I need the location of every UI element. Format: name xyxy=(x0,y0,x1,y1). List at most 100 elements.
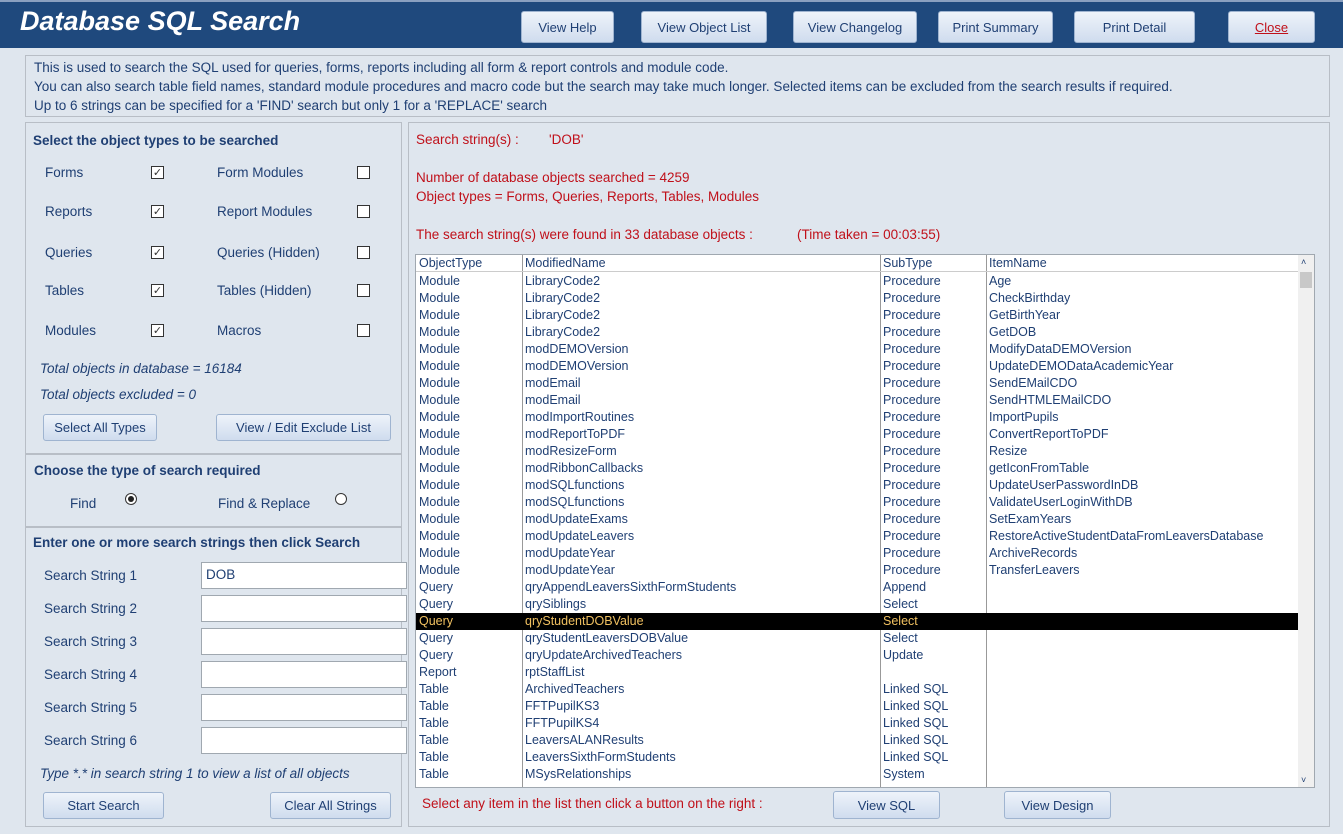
table-cell: modResizeForm xyxy=(525,444,617,458)
search-string-5-input[interactable] xyxy=(201,694,407,721)
table-cell: Procedure xyxy=(883,444,941,458)
object-types-panel: Select the object types to be searched F… xyxy=(25,122,402,454)
column-header[interactable]: SubType xyxy=(883,256,933,270)
table-row[interactable]: Module modUpdateYear Procedure TransferLeav… xyxy=(416,562,1299,579)
table-row[interactable]: Module modSQLfunctions Procedure UpdateUser… xyxy=(416,477,1299,494)
table-cell: TransferLeavers xyxy=(989,563,1080,577)
table-row[interactable]: Module modResizeForm Procedure Resize xyxy=(416,443,1299,460)
start-search-button[interactable]: Start Search xyxy=(43,792,164,819)
table-row[interactable]: Module modRibbonCallbacks Procedure getIcon… xyxy=(416,460,1299,477)
table-cell: Procedure xyxy=(883,495,941,509)
table-row[interactable]: Module modUpdateExams Procedure SetExamYear… xyxy=(416,511,1299,528)
table-cell: Table xyxy=(419,682,449,696)
table-row[interactable]: Module modDEMOVersion Procedure ModifyDataD… xyxy=(416,341,1299,358)
table-row[interactable]: Report rptStaffList xyxy=(416,664,1299,681)
table-row[interactable]: Query qrySiblings Select xyxy=(416,596,1299,613)
table-cell: qryStudentDOBValue xyxy=(525,614,644,628)
column-header[interactable]: ModifiedName xyxy=(525,256,606,270)
type-label: Tables (Hidden) xyxy=(217,283,312,298)
table-cell: getIconFromTable xyxy=(989,461,1090,475)
objects-searched: Number of database objects searched = 42… xyxy=(416,170,690,185)
table-cell: Query xyxy=(419,614,454,628)
type-label: Report Modules xyxy=(217,204,313,219)
table-row[interactable]: Module LibraryCode2 Procedure Age xyxy=(416,273,1299,290)
type-checkbox[interactable] xyxy=(357,284,370,297)
clear-strings-button[interactable]: Clear All Strings xyxy=(270,792,391,819)
search-string-3-input[interactable] xyxy=(201,628,407,655)
view-object-list-button[interactable]: View Object List xyxy=(641,11,767,43)
table-row[interactable]: Module modSQLfunctions Procedure ValidateUs… xyxy=(416,494,1299,511)
results-list[interactable]: ObjectType ModifiedName SubType ItemName… xyxy=(415,254,1315,788)
table-row[interactable]: Query qryAppendLeaversSixthFormStudents Ap… xyxy=(416,579,1299,596)
type-checkbox[interactable] xyxy=(357,205,370,218)
type-checkbox[interactable] xyxy=(357,246,370,259)
table-cell: Table xyxy=(419,767,449,781)
search-string-label: Search string(s) : xyxy=(416,132,519,147)
scroll-down-icon[interactable]: ˅ xyxy=(1301,775,1307,785)
close-button[interactable]: Close xyxy=(1228,11,1315,43)
find-replace-radio[interactable] xyxy=(335,493,347,505)
type-label: Reports xyxy=(45,204,93,219)
view-changelog-button[interactable]: View Changelog xyxy=(793,11,917,43)
type-checkbox[interactable]: ✓ xyxy=(151,205,164,218)
type-checkbox[interactable]: ✓ xyxy=(151,284,164,297)
table-cell: Procedure xyxy=(883,308,941,322)
search-string-1-input[interactable]: DOB xyxy=(201,562,407,589)
table-row[interactable]: Module LibraryCode2 Procedure CheckBirthday xyxy=(416,290,1299,307)
table-row[interactable]: Module modEmail Procedure SendEMailCDO xyxy=(416,375,1299,392)
print-detail-button[interactable]: Print Detail xyxy=(1074,11,1195,43)
table-cell: modUpdateExams xyxy=(525,512,628,526)
table-row[interactable]: Table FFTPupilKS4 Linked SQL xyxy=(416,715,1299,732)
type-label: Queries xyxy=(45,245,93,260)
search-string-2-input[interactable] xyxy=(201,595,407,622)
scroll-thumb[interactable] xyxy=(1300,272,1312,288)
column-header[interactable]: ObjectType xyxy=(419,256,483,270)
table-row[interactable]: Module modUpdateLeavers Procedure RestoreAc… xyxy=(416,528,1299,545)
view-design-button[interactable]: View Design xyxy=(1004,791,1111,819)
type-checkbox[interactable]: ✓ xyxy=(151,166,164,179)
table-cell: ValidateUserLoginWithDB xyxy=(989,495,1133,509)
table-cell: ArchivedTeachers xyxy=(525,682,625,696)
table-row[interactable]: Query qryUpdateArchivedTeachers Update xyxy=(416,647,1299,664)
table-row[interactable]: Module modUpdateYear Procedure ArchiveRecor… xyxy=(416,545,1299,562)
table-row[interactable]: Module LibraryCode2 Procedure GetDOB xyxy=(416,324,1299,341)
table-cell: qryUpdateArchivedTeachers xyxy=(525,648,683,662)
scroll-up-icon[interactable]: ˄ xyxy=(1301,257,1307,267)
type-checkbox[interactable] xyxy=(357,324,370,337)
table-row[interactable]: Query qryStudentLeaversDOBValue Select xyxy=(416,630,1299,647)
view-exclude-list-button[interactable]: View / Edit Exclude List xyxy=(216,414,391,441)
list-scrollbar[interactable]: ˄ ˅ xyxy=(1298,255,1314,787)
table-row[interactable]: Query qryStudentDOBValue Select xyxy=(416,613,1299,630)
type-checkbox[interactable]: ✓ xyxy=(151,324,164,337)
search-string-label: Search String 1 xyxy=(44,568,138,583)
table-row[interactable]: Module modDEMOVersion Procedure UpdateDEMOD… xyxy=(416,358,1299,375)
table-row[interactable]: Module modImportRoutines Procedure ImportPu… xyxy=(416,409,1299,426)
table-row[interactable]: Module modReportToPDF Procedure ConvertRepo… xyxy=(416,426,1299,443)
search-string-4-input[interactable] xyxy=(201,661,407,688)
print-summary-button[interactable]: Print Summary xyxy=(938,11,1053,43)
table-row[interactable]: Module modEmail Procedure SendHTMLEMailCDO xyxy=(416,392,1299,409)
table-cell: Select xyxy=(883,614,918,628)
view-help-button[interactable]: View Help xyxy=(521,11,614,43)
table-cell: Procedure xyxy=(883,376,941,390)
table-cell: Module xyxy=(419,512,460,526)
type-checkbox[interactable] xyxy=(357,166,370,179)
table-row[interactable]: Table LeaversALANResults Linked SQL xyxy=(416,732,1299,749)
time-taken: (Time taken = 00:03:55) xyxy=(797,227,941,242)
find-radio[interactable] xyxy=(125,493,137,505)
table-cell: ConvertReportToPDF xyxy=(989,427,1109,441)
table-row[interactable]: Table MSysRelationships System xyxy=(416,766,1299,783)
search-type-heading: Choose the type of search required xyxy=(34,463,261,478)
hint-text: Type *.* in search string 1 to view a li… xyxy=(40,766,350,781)
table-row[interactable]: Table LeaversSixthFormStudents Linked SQL xyxy=(416,749,1299,766)
table-row[interactable]: Table FFTPupilKS3 Linked SQL xyxy=(416,698,1299,715)
table-row[interactable]: Module LibraryCode2 Procedure GetBirthYear xyxy=(416,307,1299,324)
table-cell: LeaversALANResults xyxy=(525,733,644,747)
table-row[interactable]: Table ArchivedTeachers Linked SQL xyxy=(416,681,1299,698)
view-sql-button[interactable]: View SQL xyxy=(833,791,940,819)
select-all-types-button[interactable]: Select All Types xyxy=(43,414,157,441)
table-cell: FFTPupilKS4 xyxy=(525,716,600,730)
search-string-6-input[interactable] xyxy=(201,727,407,754)
column-header[interactable]: ItemName xyxy=(989,256,1047,270)
type-checkbox[interactable]: ✓ xyxy=(151,246,164,259)
